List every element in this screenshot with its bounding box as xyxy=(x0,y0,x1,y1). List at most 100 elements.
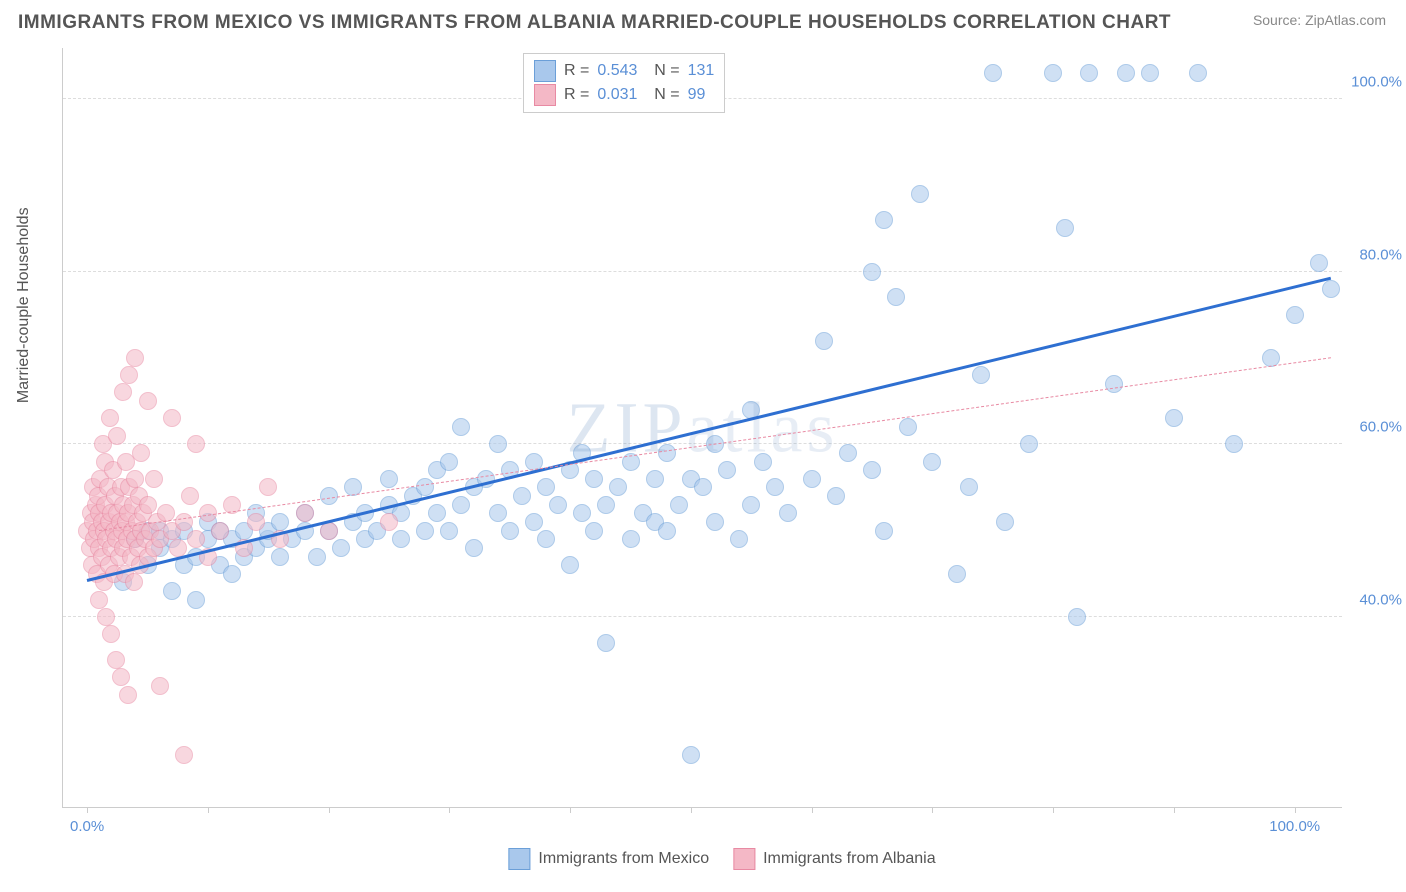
x-tick xyxy=(329,807,330,813)
data-point xyxy=(1068,608,1086,626)
data-point xyxy=(815,332,833,350)
data-point xyxy=(181,487,199,505)
chart-title: IMMIGRANTS FROM MEXICO VS IMMIGRANTS FRO… xyxy=(18,12,1171,34)
data-point xyxy=(1141,64,1159,82)
y-tick-label: 40.0% xyxy=(1359,592,1402,609)
data-point xyxy=(452,418,470,436)
data-point xyxy=(440,453,458,471)
data-point xyxy=(1117,64,1135,82)
series-legend: Immigrants from Mexico Immigrants from Al… xyxy=(508,848,935,870)
y-tick-label: 100.0% xyxy=(1351,73,1402,90)
data-point xyxy=(132,444,150,462)
data-point xyxy=(887,288,905,306)
data-point xyxy=(163,409,181,427)
data-point xyxy=(416,522,434,540)
data-point xyxy=(609,478,627,496)
data-point xyxy=(525,513,543,531)
data-point xyxy=(271,548,289,566)
data-point xyxy=(779,504,797,522)
data-point xyxy=(996,513,1014,531)
x-tick xyxy=(1295,807,1296,813)
data-point xyxy=(114,383,132,401)
data-point xyxy=(187,530,205,548)
data-point xyxy=(585,470,603,488)
data-point xyxy=(718,461,736,479)
data-point xyxy=(1044,64,1062,82)
series-legend-label: Immigrants from Mexico xyxy=(538,850,709,868)
data-point xyxy=(119,686,137,704)
data-point xyxy=(537,478,555,496)
data-point xyxy=(380,513,398,531)
data-point xyxy=(163,582,181,600)
data-point xyxy=(151,677,169,695)
data-point xyxy=(537,530,555,548)
data-point xyxy=(658,522,676,540)
y-tick-label: 60.0% xyxy=(1359,419,1402,436)
data-point xyxy=(670,496,688,514)
data-point xyxy=(145,470,163,488)
data-point xyxy=(211,522,229,540)
x-tick xyxy=(449,807,450,813)
data-point xyxy=(646,470,664,488)
gridline xyxy=(63,271,1342,272)
data-point xyxy=(187,435,205,453)
data-point xyxy=(452,496,470,514)
data-point xyxy=(803,470,821,488)
data-point xyxy=(960,478,978,496)
data-point xyxy=(308,548,326,566)
data-point xyxy=(561,556,579,574)
data-point xyxy=(120,366,138,384)
data-point xyxy=(380,470,398,488)
data-point xyxy=(622,530,640,548)
data-point xyxy=(223,565,241,583)
data-point xyxy=(585,522,603,540)
data-point xyxy=(97,608,115,626)
x-tick xyxy=(87,807,88,813)
data-point xyxy=(863,263,881,281)
data-point xyxy=(754,453,772,471)
data-point xyxy=(259,478,277,496)
data-point xyxy=(1225,435,1243,453)
legend-row: R = 0.031 N = 99 xyxy=(534,83,714,107)
legend-swatch xyxy=(534,60,556,82)
data-point xyxy=(597,496,615,514)
data-point xyxy=(597,634,615,652)
legend-r-value: 0.031 xyxy=(597,86,637,104)
data-point xyxy=(271,513,289,531)
legend-row: R = 0.543 N = 131 xyxy=(534,59,714,83)
legend-n-value: 131 xyxy=(688,62,715,80)
data-point xyxy=(1310,254,1328,272)
series-legend-label: Immigrants from Albania xyxy=(763,850,936,868)
legend-swatch xyxy=(508,848,530,870)
data-point xyxy=(658,444,676,462)
data-point xyxy=(501,522,519,540)
data-point xyxy=(175,513,193,531)
x-tick-label: 0.0% xyxy=(70,818,104,835)
plot-area: ZIPatlas R = 0.543 N = 131R = 0.031 N = … xyxy=(62,48,1342,808)
watermark: ZIPatlas xyxy=(567,386,839,469)
data-point xyxy=(1056,219,1074,237)
data-point xyxy=(863,461,881,479)
data-point xyxy=(332,539,350,557)
data-point xyxy=(827,487,845,505)
legend-n-label: N = xyxy=(645,86,679,104)
data-point xyxy=(899,418,917,436)
data-point xyxy=(839,444,857,462)
data-point xyxy=(465,539,483,557)
trend-line xyxy=(87,277,1331,582)
source-label: Source: ZipAtlas.com xyxy=(1253,12,1386,28)
data-point xyxy=(416,478,434,496)
data-point xyxy=(247,513,265,531)
data-point xyxy=(694,478,712,496)
data-point xyxy=(126,349,144,367)
data-point xyxy=(107,651,125,669)
data-point xyxy=(428,504,446,522)
data-point xyxy=(296,504,314,522)
data-point xyxy=(911,185,929,203)
series-legend-item: Immigrants from Albania xyxy=(733,848,936,870)
data-point xyxy=(187,591,205,609)
legend-r-value: 0.543 xyxy=(597,62,637,80)
gridline xyxy=(63,616,1342,617)
x-tick xyxy=(1174,807,1175,813)
data-point xyxy=(1322,280,1340,298)
